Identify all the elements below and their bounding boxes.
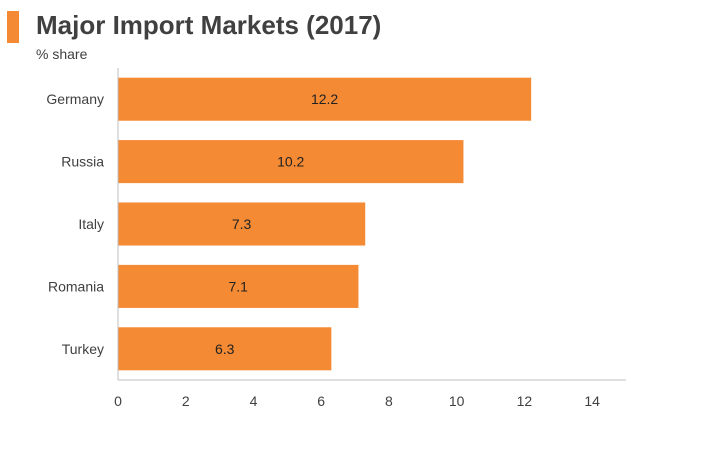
x-tick-label-2: 2 bbox=[182, 393, 190, 409]
data-label-germany: 12.2 bbox=[311, 91, 338, 107]
data-label-russia: 10.2 bbox=[277, 154, 304, 170]
bar-turkey bbox=[118, 327, 332, 371]
x-tick-label-6: 6 bbox=[317, 393, 325, 409]
bar-russia bbox=[118, 140, 464, 184]
bar-romania bbox=[118, 264, 359, 308]
chart-subtitle: % share bbox=[36, 46, 88, 62]
x-tick-label-8: 8 bbox=[385, 393, 393, 409]
chart-title: Major Import Markets (2017) bbox=[36, 10, 382, 40]
category-label-germany: Germany bbox=[46, 91, 104, 107]
data-label-romania: 7.1 bbox=[228, 278, 248, 294]
category-label-russia: Russia bbox=[61, 154, 104, 170]
category-label-turkey: Turkey bbox=[62, 341, 104, 357]
x-tick-label-4: 4 bbox=[250, 393, 258, 409]
category-label-romania: Romania bbox=[48, 278, 104, 294]
bar-italy bbox=[118, 202, 366, 246]
title-accent-bar bbox=[7, 11, 19, 43]
category-label-italy: Italy bbox=[78, 216, 104, 232]
x-tick-label-14: 14 bbox=[584, 393, 600, 409]
x-tick-label-12: 12 bbox=[517, 393, 533, 409]
x-tick-label-10: 10 bbox=[449, 393, 465, 409]
bar-germany bbox=[118, 77, 532, 121]
x-tick-label-0: 0 bbox=[114, 393, 122, 409]
data-label-turkey: 6.3 bbox=[215, 341, 235, 357]
data-label-italy: 7.3 bbox=[232, 216, 252, 232]
